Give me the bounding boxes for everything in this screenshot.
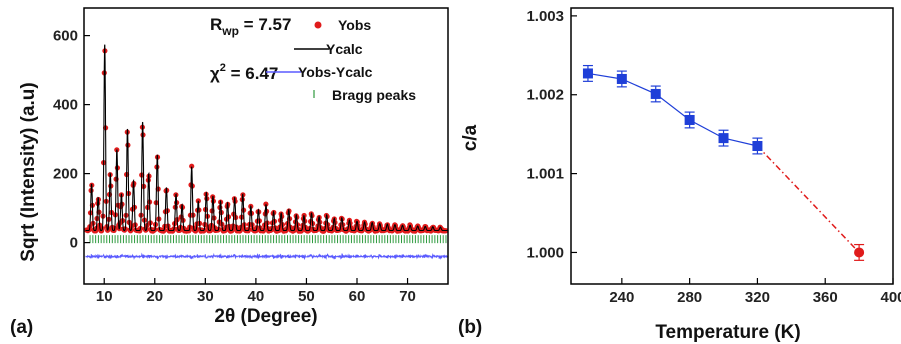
panel-b-y-axis-label: c/a	[460, 124, 481, 151]
chi-superscript: 2	[220, 62, 226, 74]
measured-point	[616, 73, 627, 84]
panel-b-x-axis-label: Temperature (K)	[655, 322, 800, 343]
panel-b-chart: c/a Temperature (K) (b) 240 280 320 360 400 1…	[458, 7, 901, 343]
difference-curve	[85, 252, 448, 261]
x-tick-label: 240	[609, 289, 634, 306]
x-tick-label: 400	[880, 289, 901, 306]
legend-ycalc-label: Ycalc	[326, 41, 363, 57]
legend-yobs-marker	[314, 21, 322, 29]
y-tick-label: 400	[53, 97, 78, 114]
legend-diff-label: Yobs-Ycalc	[298, 64, 373, 80]
legend-bragg-label: Bragg peaks	[332, 87, 416, 103]
panel-a-label: (a)	[10, 317, 33, 338]
panel-a-y-axis-label: Sqrt (Intensity) (a.u)	[18, 82, 39, 261]
panel-a-chart: Sqrt (Intensity) (a.u) 2θ (Degree) (a) 1…	[10, 7, 449, 338]
y-tick-label: 200	[53, 166, 78, 183]
y-tick-label: 600	[53, 28, 78, 45]
measured-point	[718, 133, 729, 144]
x-tick-label: 70	[399, 288, 416, 305]
panel-a-legend: Yobs Ycalc Yobs-Ycalc Bragg peaks	[266, 17, 416, 103]
y-tick-label: 0	[70, 235, 78, 252]
legend-yobs-label: Yobs	[338, 17, 371, 33]
rwp-symbol: R	[210, 15, 222, 34]
panel-b-label: (b)	[458, 317, 482, 338]
x-tick-label: 60	[349, 288, 366, 305]
measured-point	[752, 141, 763, 151]
measured-point	[650, 88, 661, 99]
x-tick-label: 10	[96, 288, 113, 305]
x-tick-label: 320	[745, 289, 770, 306]
x-tick-label: 280	[677, 289, 702, 306]
chi-value: = 6.47	[226, 64, 278, 83]
panel-a-frame	[83, 7, 449, 285]
yobs-point	[189, 163, 195, 169]
x-tick-label: 360	[813, 289, 838, 306]
panel-a-x-axis-label: 2θ (Degree)	[214, 306, 317, 327]
y-tick-label: 1.002	[526, 87, 564, 104]
x-tick-label: 20	[146, 288, 163, 305]
x-tick-label: 40	[248, 288, 265, 305]
ycalc-curve	[85, 44, 448, 232]
chi-annotation: χ2 = 6.47	[210, 62, 278, 83]
measured-point	[684, 114, 695, 125]
y-tick-label: 1.003	[526, 8, 564, 25]
rwp-annotation: Rwp = 7.57	[210, 15, 291, 38]
extrapolated-point	[854, 247, 865, 258]
chi-symbol: χ	[210, 64, 220, 83]
rwp-value: = 7.57	[239, 15, 291, 34]
y-tick-label: 1.000	[526, 244, 564, 261]
x-tick-label: 30	[197, 288, 214, 305]
extrapolation-line	[756, 145, 860, 253]
x-tick-label: 50	[298, 288, 315, 305]
panel-a-data	[83, 44, 449, 261]
measured-line	[587, 72, 758, 147]
rwp-subscript: wp	[221, 24, 239, 38]
bragg-peak-ticks	[89, 235, 447, 244]
measured-point	[582, 68, 593, 79]
y-tick-label: 1.001	[526, 166, 564, 183]
panel-b-frame	[570, 7, 894, 285]
panel-b-data	[582, 64, 865, 261]
